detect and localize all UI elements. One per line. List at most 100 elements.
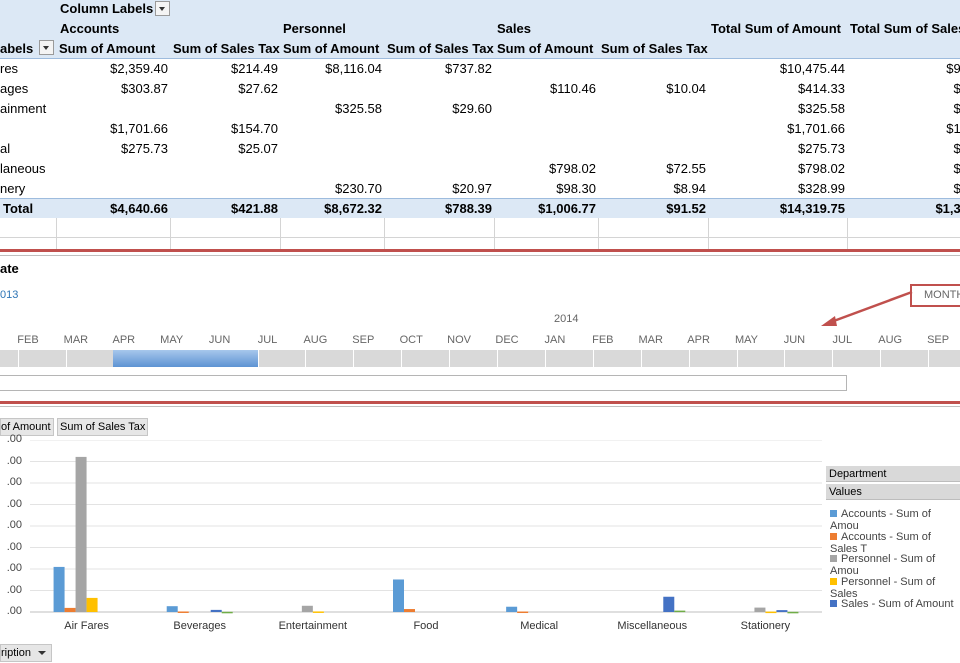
chart-bar[interactable]	[177, 611, 189, 613]
sheet-gridline	[598, 218, 599, 250]
y-tick-label: .00	[6, 476, 22, 488]
legend-field-values[interactable]: Values	[826, 484, 960, 500]
chart-value-button-sales-tax[interactable]: Sum of Sales Tax	[57, 418, 149, 436]
table-cell: $414.33	[798, 81, 845, 96]
timeline-month-label[interactable]: OCT	[399, 334, 423, 346]
legend-swatch	[830, 510, 837, 517]
timeline-month-label[interactable]: APR	[112, 334, 136, 346]
y-tick-label: .00	[6, 454, 22, 467]
chart-value-button-amount[interactable]: of Amount	[0, 418, 54, 436]
timeline-month-label[interactable]: SEP	[927, 334, 950, 346]
table-cell: $15	[946, 121, 960, 136]
timeline-month-label[interactable]: JUL	[832, 334, 853, 346]
header-divider	[0, 58, 960, 59]
y-tick-label: .00	[6, 605, 22, 617]
sheet-gridline	[494, 218, 495, 250]
time-level-dropdown[interactable]: MONTH	[924, 289, 960, 301]
timeline-period-separator	[689, 350, 690, 367]
group-header-personnel: Personnel	[283, 21, 346, 36]
chart-bar[interactable]	[776, 610, 788, 612]
chart-bar[interactable]	[787, 611, 799, 614]
chart-bar[interactable]	[64, 607, 76, 612]
legend-field-department[interactable]: Department	[826, 466, 960, 482]
chart-bar[interactable]	[674, 610, 686, 613]
table-cell: $2,359.40	[110, 61, 168, 76]
chart-bar[interactable]	[86, 597, 98, 612]
time-level-highlight-box	[910, 284, 960, 307]
y-tick-label: .00	[6, 497, 22, 510]
y-tick-label: .00	[6, 540, 22, 553]
group-header-accounts: Accounts	[60, 21, 120, 36]
table-cell: $2	[953, 101, 960, 116]
chart-bar[interactable]	[75, 456, 87, 612]
group-header-total-sales: Total Sum of Sales	[850, 21, 960, 36]
chart-bar[interactable]	[210, 609, 222, 612]
column-labels-filter-dropdown[interactable]	[155, 1, 170, 16]
timeline-month-label[interactable]: JUN	[783, 334, 806, 346]
chart-bar[interactable]	[393, 579, 404, 612]
chart-bar[interactable]	[166, 606, 178, 612]
legend-item[interactable]: Sales - Sum of Amount	[830, 598, 954, 610]
row-label[interactable]: laneous	[0, 161, 46, 176]
timeline-month-label[interactable]: JUL	[257, 334, 278, 346]
timeline-month-label[interactable]: AUG	[878, 334, 903, 346]
chart-bar[interactable]	[754, 607, 766, 612]
chart-bar[interactable]	[663, 596, 675, 612]
timeline-month-label[interactable]: SEP	[352, 334, 375, 346]
legend-item[interactable]: Personnel - Sum of Sales	[830, 576, 960, 600]
subheader-sales-amount: Sum of Amount	[497, 41, 594, 56]
table-cell: $154.70	[231, 121, 278, 136]
timeline-month-label[interactable]: MAY	[160, 334, 184, 346]
chart-bar[interactable]	[312, 611, 324, 613]
sheet-gridline	[0, 237, 960, 238]
table-cell: $275.73	[121, 141, 168, 156]
row-label[interactable]: res	[0, 61, 19, 76]
timeline-selection[interactable]	[113, 350, 258, 367]
timeline-month-label[interactable]: FEB	[17, 334, 39, 346]
sheet-gridline	[280, 218, 281, 250]
timeline-month-label[interactable]: FEB	[592, 334, 614, 346]
timeline-border	[0, 255, 960, 256]
sheet-gridline	[708, 218, 709, 250]
total-divider	[0, 198, 960, 199]
table-cell: $214.49	[231, 61, 278, 76]
timeline-month-label[interactable]: APR	[687, 334, 710, 346]
chart-bar[interactable]	[301, 605, 313, 612]
timeline-period-separator	[66, 350, 67, 367]
x-tick-label: Beverages	[173, 620, 226, 632]
axis-field-button[interactable]: ription	[0, 644, 52, 662]
chart-bar[interactable]	[53, 566, 65, 612]
chart-bar[interactable]	[506, 606, 518, 612]
chart-bar[interactable]	[404, 609, 415, 612]
table-cell: $72.55	[666, 161, 706, 176]
section-divider-red	[0, 249, 960, 252]
row-label[interactable]: ages	[0, 81, 29, 96]
timeline-month-label[interactable]: JUN	[208, 334, 231, 346]
chart-bar[interactable]	[221, 611, 233, 614]
timeline-month-label[interactable]: JAN	[544, 334, 566, 346]
y-tick-label: .00	[6, 519, 22, 531]
pivot-table: Column Labels Accounts Personnel Sales T…	[0, 0, 960, 218]
row-label[interactable]: ainment	[0, 101, 47, 116]
axis-field-label: ription	[1, 647, 31, 659]
timeline-month-label[interactable]: MAR	[638, 334, 663, 346]
timeline-month-label[interactable]: MAR	[63, 334, 89, 346]
timeline-month-label[interactable]: MAY	[734, 334, 759, 346]
chart-bar[interactable]	[517, 611, 529, 614]
grand-total-cell: $14,319.75	[779, 201, 845, 216]
legend-swatch	[830, 532, 837, 540]
chart-bar[interactable]	[765, 611, 777, 614]
timeline-month-label[interactable]: AUG	[303, 334, 328, 346]
table-cell: $303.87	[121, 81, 168, 96]
legend-item[interactable]: Accounts - Sum of Sales T	[830, 531, 960, 555]
x-tick-label: Food	[413, 620, 439, 632]
row-labels-filter-dropdown[interactable]	[39, 40, 54, 55]
legend-item[interactable]: Personnel - Sum of Amou	[830, 553, 960, 577]
timeline-month-label[interactable]: DEC	[495, 334, 519, 346]
legend-item[interactable]: Accounts - Sum of Amou	[830, 508, 960, 532]
timeline-scrollbar[interactable]	[0, 375, 847, 391]
grand-total-background	[0, 198, 960, 218]
row-label[interactable]: nery	[0, 181, 26, 196]
row-label[interactable]: al	[0, 141, 11, 156]
timeline-month-label[interactable]: NOV	[447, 334, 472, 346]
